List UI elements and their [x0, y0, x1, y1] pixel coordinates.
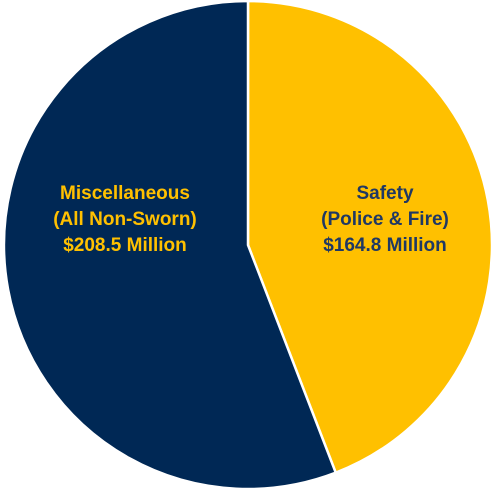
slice-label-miscellaneous-amount: $208.5 Million [63, 235, 187, 256]
slice-label-safety-subtitle: (Police & Fire) [321, 209, 449, 230]
slice-label-miscellaneous-name: Miscellaneous [60, 183, 190, 204]
pie-labels: Safety (Police & Fire) $164.8 Million Misce… [53, 183, 449, 256]
slice-label-safety-name: Safety [356, 183, 413, 204]
pie-slice-miscellaneous [2, 0, 338, 491]
slice-label-miscellaneous-subtitle: (All Non-Sworn) [53, 209, 197, 230]
slice-label-safety-amount: $164.8 Million [323, 235, 447, 256]
pie-slice-safety [246, 0, 493, 475]
